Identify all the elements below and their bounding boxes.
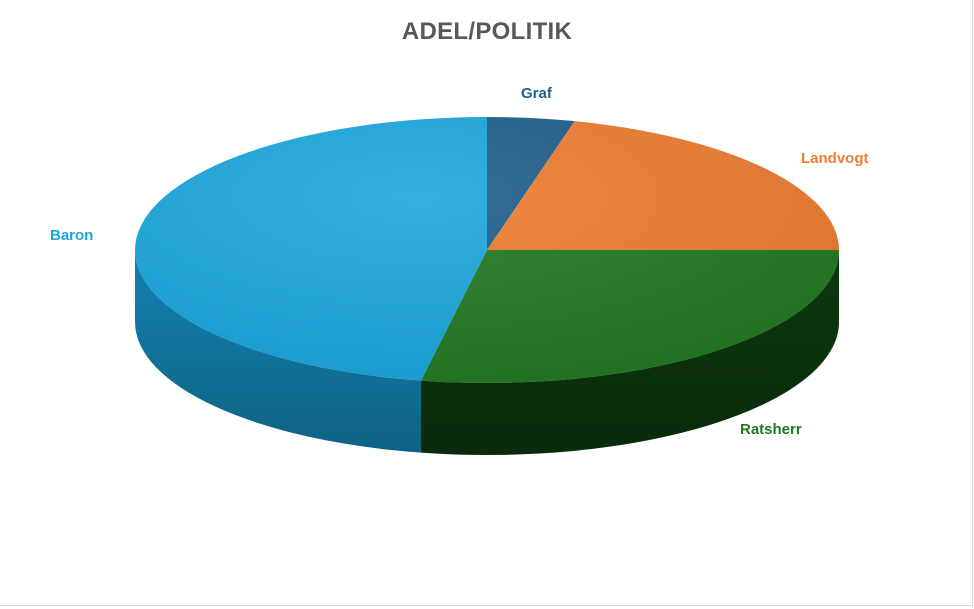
slice-label-baron: Baron (50, 227, 94, 244)
slice-label-graf: Graf (521, 85, 552, 102)
slice-label-ratsherr: Ratsherr (740, 421, 802, 438)
slice-side-shade-ratsherr (421, 250, 839, 455)
pie-sides (135, 250, 839, 455)
slice-side-shade-baron (135, 250, 422, 453)
chart-title: ADEL/POLITIK (401, 18, 573, 45)
pie-tops (135, 117, 839, 383)
pie-top-sheen (135, 117, 839, 383)
slice-label-landvogt: Landvogt (801, 150, 869, 167)
